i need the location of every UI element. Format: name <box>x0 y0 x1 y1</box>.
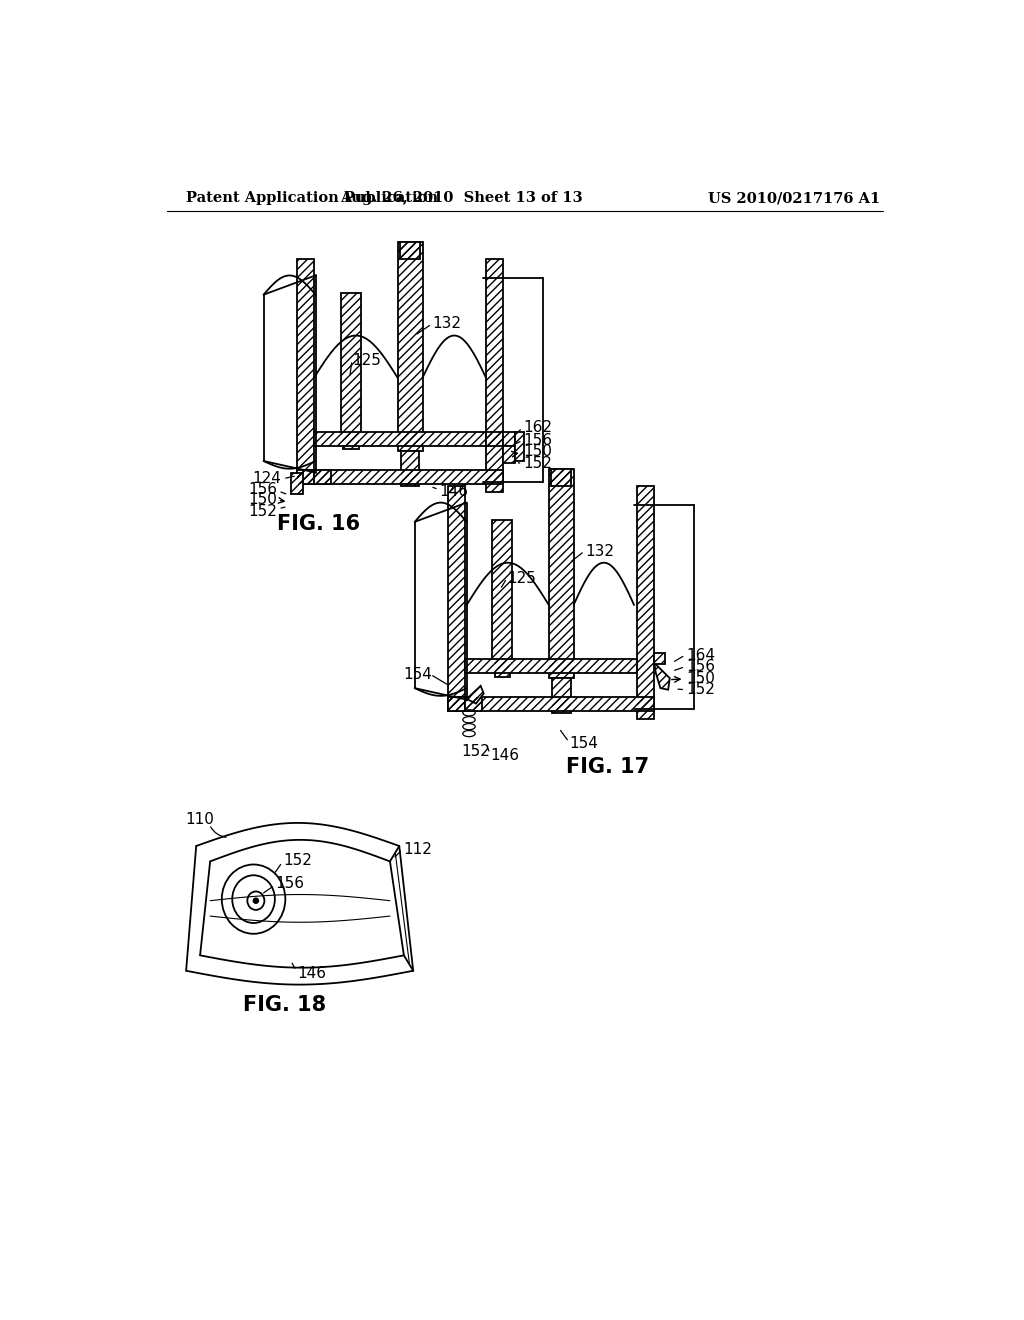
Text: 150: 150 <box>523 444 552 458</box>
Bar <box>551 469 571 486</box>
Bar <box>549 469 573 678</box>
Bar <box>314 432 486 446</box>
Bar <box>343 436 359 450</box>
Text: 150: 150 <box>686 671 715 685</box>
Text: FIG. 17: FIG. 17 <box>566 756 649 776</box>
Bar <box>449 697 465 711</box>
Bar <box>552 678 570 713</box>
Bar <box>637 486 654 719</box>
Bar <box>449 486 465 705</box>
Bar <box>654 653 665 664</box>
Text: 152: 152 <box>686 682 715 697</box>
Bar <box>397 242 423 451</box>
Bar <box>341 293 361 436</box>
Text: 146: 146 <box>297 965 326 981</box>
Text: 152: 152 <box>283 853 312 869</box>
Bar <box>297 470 314 484</box>
Text: 152: 152 <box>248 503 278 519</box>
Bar <box>486 259 503 492</box>
Text: 146: 146 <box>439 483 469 499</box>
Text: FIG. 18: FIG. 18 <box>243 995 326 1015</box>
Ellipse shape <box>253 898 259 903</box>
Bar <box>515 432 524 461</box>
Bar <box>449 697 654 711</box>
Polygon shape <box>467 686 483 704</box>
Bar <box>400 451 420 486</box>
Bar <box>493 520 512 663</box>
Text: 150: 150 <box>248 492 278 507</box>
Bar <box>503 446 515 462</box>
Text: 146: 146 <box>490 747 520 763</box>
Text: 125: 125 <box>508 570 537 586</box>
Text: 152: 152 <box>461 743 490 759</box>
Bar <box>449 486 465 705</box>
Bar <box>400 242 420 259</box>
Bar <box>495 663 510 677</box>
Bar <box>503 432 515 446</box>
Bar <box>397 242 423 451</box>
Text: 156: 156 <box>523 433 552 447</box>
Text: 156: 156 <box>248 482 278 498</box>
Bar <box>515 432 524 461</box>
Text: 124: 124 <box>252 471 281 486</box>
Bar <box>552 678 570 713</box>
Bar <box>637 486 654 719</box>
Text: US 2010/0217176 A1: US 2010/0217176 A1 <box>708 191 880 206</box>
Text: 154: 154 <box>403 667 432 682</box>
Bar <box>314 470 331 484</box>
Text: 132: 132 <box>432 317 462 331</box>
Bar <box>291 473 303 494</box>
Bar <box>465 697 482 711</box>
Text: Patent Application Publication: Patent Application Publication <box>186 191 438 206</box>
Polygon shape <box>654 663 670 689</box>
Bar <box>486 432 503 446</box>
Bar <box>495 663 510 677</box>
Text: 156: 156 <box>686 659 715 675</box>
Bar <box>297 470 314 484</box>
Text: 156: 156 <box>275 876 304 891</box>
Bar <box>297 259 314 478</box>
Bar <box>465 659 637 673</box>
Bar <box>465 697 482 711</box>
Bar <box>343 436 359 450</box>
Text: 125: 125 <box>352 352 382 368</box>
Bar <box>297 470 503 484</box>
Bar <box>549 469 573 678</box>
Bar <box>486 432 503 446</box>
Bar <box>503 432 515 446</box>
Text: 152: 152 <box>523 455 552 471</box>
Bar <box>449 697 465 711</box>
Text: Aug. 26, 2010  Sheet 13 of 13: Aug. 26, 2010 Sheet 13 of 13 <box>340 191 583 206</box>
Bar <box>314 432 486 446</box>
Bar <box>400 451 420 486</box>
Text: 154: 154 <box>569 737 599 751</box>
Text: FIG. 16: FIG. 16 <box>276 515 359 535</box>
Bar <box>654 653 665 664</box>
Text: 162: 162 <box>523 420 552 436</box>
Bar <box>297 259 314 478</box>
Text: 110: 110 <box>185 812 214 826</box>
Text: 112: 112 <box>403 842 432 857</box>
Bar <box>493 520 512 663</box>
Bar <box>551 469 571 486</box>
Bar <box>341 293 361 436</box>
Bar <box>297 470 503 484</box>
Bar <box>291 473 303 494</box>
Bar <box>400 242 420 259</box>
Bar <box>449 697 654 711</box>
Bar <box>314 470 331 484</box>
Bar <box>465 659 637 673</box>
Text: 164: 164 <box>686 648 715 663</box>
Bar <box>503 446 515 462</box>
Bar <box>486 259 503 492</box>
Text: 132: 132 <box>586 544 614 558</box>
